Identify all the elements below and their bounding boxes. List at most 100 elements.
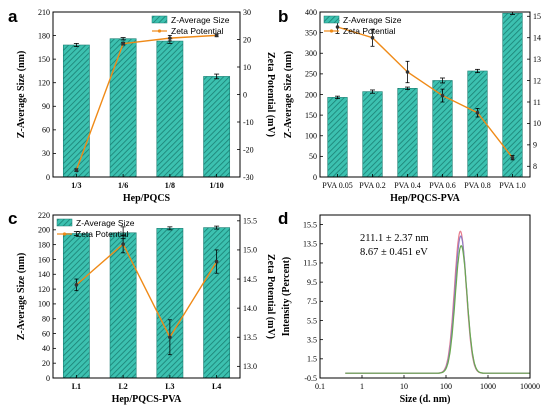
ylabel-c: Z-Average Size (nm) — [16, 253, 27, 341]
xtick-label-c-0: L1 — [72, 382, 81, 391]
bar-b-2 — [397, 88, 418, 178]
xtick-label-c-3: L4 — [212, 382, 221, 391]
y2tick-label-a-4: 10 — [243, 63, 251, 72]
legend-label-size-c: Z-Average Size — [76, 218, 135, 228]
ytick-label-d-7: 13.5 — [303, 240, 317, 249]
xtick-label-c-2: L3 — [165, 382, 174, 391]
zeta-point-c-3 — [214, 259, 219, 264]
y2tick-label-c-3: 14.5 — [243, 275, 257, 284]
xtick-label-b-2: PVA 0.4 — [394, 181, 421, 190]
panel-label-a: a — [8, 7, 18, 26]
bar-b-1 — [362, 91, 383, 178]
bar-a-2 — [156, 40, 184, 178]
xtick-label-d-1: 1 — [360, 382, 364, 391]
ylabel-a: Z-Average Size (nm) — [16, 51, 27, 139]
xtick-label-b-0: PVA 0.05 — [322, 181, 353, 190]
zeta-point-a-1 — [121, 41, 125, 46]
ytick-label-b-5: 250 — [305, 70, 317, 79]
xtick-label-d-5: 10000 — [520, 382, 540, 391]
xlabel-a: Hep/PQCS — [123, 193, 171, 204]
ytick-label-a-6: 180 — [38, 31, 50, 40]
legend-label-size-b: Z-Average Size — [343, 15, 402, 25]
y2tick-label-c-1: 13.5 — [243, 333, 257, 342]
ylabel-d: Intensity (Percent) — [281, 257, 292, 337]
zeta-point-c-2 — [168, 335, 172, 340]
y2tick-label-b-6: 14 — [533, 34, 541, 43]
ytick-label-b-2: 100 — [305, 132, 317, 141]
ytick-label-d-0: -0.5 — [304, 374, 317, 383]
ytick-label-c-10: 200 — [38, 226, 50, 235]
ytick-label-c-6: 120 — [38, 285, 50, 294]
bar-b-5 — [502, 12, 523, 178]
y2tick-label-b-4: 12 — [533, 76, 541, 85]
legend-swatch-size-b — [323, 15, 340, 24]
ytick-label-c-0: 0 — [46, 374, 50, 383]
ytick-label-c-8: 160 — [38, 255, 50, 264]
zeta-point-b-5 — [510, 155, 515, 160]
y2tick-label-b-7: 15 — [533, 12, 541, 21]
ytick-label-c-4: 80 — [42, 315, 50, 324]
xtick-label-d-0: 0.1 — [315, 382, 325, 391]
y2tick-label-b-1: 9 — [533, 141, 537, 150]
zeta-point-b-2 — [405, 70, 410, 74]
zeta-line-a — [75, 34, 217, 171]
y2tick-label-c-0: 13.0 — [243, 362, 257, 371]
bar-b-4 — [467, 70, 488, 178]
xtick-label-b-1: PVA 0.2 — [359, 181, 386, 190]
zeta-point-c-0 — [74, 283, 79, 287]
ytick-label-a-5: 150 — [38, 55, 50, 64]
xtick-label-a-0: 1/3 — [71, 181, 81, 190]
bar-b-0 — [327, 97, 348, 178]
zeta-point-b-1 — [370, 35, 375, 40]
plot-frame-c — [52, 214, 241, 379]
y2tick-label-a-0: -30 — [243, 173, 254, 182]
ytick-label-a-2: 60 — [42, 126, 50, 135]
legend-swatch-size-a — [151, 15, 168, 24]
distribution-curve-2 — [345, 244, 530, 374]
ytick-label-b-4: 200 — [305, 90, 317, 99]
zeta-point-c-1 — [121, 242, 125, 246]
ytick-label-d-5: 9.5 — [307, 278, 317, 287]
ytick-label-a-1: 30 — [42, 149, 50, 158]
zeta-line-b — [337, 26, 514, 159]
annotation-zeta: 8.67 ± 0.451 eV — [360, 247, 428, 258]
y2tick-label-a-2: -10 — [243, 118, 254, 127]
legend-label-zeta-a: Zeta Potential — [171, 26, 224, 36]
legend-marker-zeta-a — [157, 29, 162, 33]
ytick-label-d-2: 3.5 — [307, 335, 317, 344]
y2tick-label-b-2: 10 — [533, 119, 541, 128]
y2label-c: Zeta Potential (mV) — [265, 254, 276, 339]
ytick-label-c-9: 180 — [38, 240, 50, 249]
ytick-label-c-7: 140 — [38, 270, 50, 279]
ytick-label-c-1: 20 — [42, 359, 50, 368]
plot-frame-b — [319, 11, 531, 178]
bar-a-3 — [203, 76, 231, 178]
ytick-label-d-1: 1.5 — [307, 355, 317, 364]
y2label-a: Zeta Potential (mV) — [265, 52, 276, 137]
annotation-size: 211.1 ± 2.37 nm — [360, 233, 429, 244]
y2tick-label-b-5: 13 — [533, 55, 541, 64]
legend-swatch-size-c — [56, 218, 73, 227]
ytick-label-c-2: 40 — [42, 344, 50, 353]
ytick-label-c-5: 100 — [38, 300, 50, 309]
xtick-label-a-3: 1/10 — [210, 181, 224, 190]
ytick-label-a-3: 90 — [42, 102, 50, 111]
xtick-label-d-2: 10 — [400, 382, 408, 391]
ytick-label-d-6: 11.5 — [303, 259, 317, 268]
ytick-label-c-3: 60 — [42, 329, 50, 338]
bar-c-2 — [156, 228, 184, 379]
legend-label-zeta-b: Zeta Potential — [343, 26, 396, 36]
panel-label-c: c — [8, 209, 17, 228]
y2tick-label-a-1: -20 — [243, 145, 254, 154]
ytick-label-c-11: 220 — [38, 211, 50, 220]
ytick-label-b-0: 0 — [313, 173, 317, 182]
legend-label-size-a: Z-Average Size — [171, 15, 230, 25]
y2tick-label-a-5: 20 — [243, 35, 251, 44]
zeta-point-a-0 — [74, 168, 79, 172]
bar-a-1 — [109, 38, 137, 178]
xtick-label-a-1: 1/6 — [118, 181, 128, 190]
ytick-label-b-7: 350 — [305, 28, 317, 37]
panel-label-d: d — [278, 209, 288, 228]
bar-c-1 — [109, 232, 137, 379]
